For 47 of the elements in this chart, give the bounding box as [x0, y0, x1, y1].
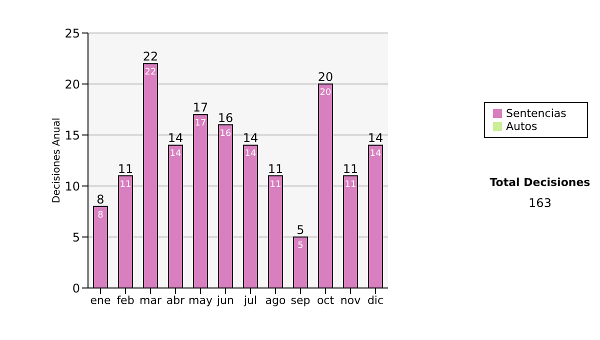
- total-label: 11: [118, 162, 134, 176]
- x-tick-label: may: [188, 294, 213, 307]
- legend-label: Sentencias: [506, 107, 566, 120]
- data-label: 20: [320, 88, 332, 98]
- y-axis-title: Decisiones Anual: [52, 118, 63, 204]
- x-tick-label: ago: [265, 294, 286, 307]
- x-tick-label: jun: [216, 294, 234, 307]
- x-tick-label: nov: [340, 294, 362, 307]
- x-tick-label: mar: [140, 294, 162, 307]
- data-label: 11: [344, 180, 356, 190]
- total-label: 11: [268, 162, 284, 176]
- total-label: 14: [168, 131, 184, 146]
- data-label: 5: [298, 241, 304, 251]
- total-label: 8: [96, 192, 104, 206]
- x-tick-label: abr: [166, 294, 186, 307]
- data-label: 14: [370, 149, 382, 160]
- x-tick-label: feb: [116, 294, 134, 307]
- data-label: 11: [270, 180, 282, 190]
- data-label: 14: [170, 149, 182, 160]
- total-label: 14: [368, 131, 384, 146]
- y-tick-label: 0: [72, 281, 80, 296]
- data-label: 14: [244, 149, 256, 160]
- legend-label: Autos: [506, 120, 538, 133]
- total-label: 20: [318, 70, 334, 84]
- y-tick-label: 10: [64, 179, 80, 194]
- y-tick-label: 25: [64, 26, 80, 40]
- y-tick-label: 5: [72, 230, 80, 244]
- data-label: 8: [98, 210, 104, 220]
- total-label: 16: [218, 110, 234, 125]
- total-label: 17: [192, 100, 208, 115]
- x-tick-label: dic: [367, 294, 384, 307]
- x-tick-label: sep: [290, 294, 310, 307]
- data-label: 17: [194, 118, 206, 129]
- total-label: 14: [242, 131, 258, 146]
- total-label: 22: [142, 50, 158, 64]
- total-label: 11: [342, 162, 358, 176]
- x-tick-label: ene: [90, 294, 111, 307]
- x-tick-label: jul: [242, 294, 258, 307]
- x-tick-label: oct: [316, 294, 335, 307]
- y-tick-label: 15: [64, 128, 80, 142]
- total-label: 5: [296, 223, 304, 237]
- data-label: 22: [144, 68, 156, 78]
- y-tick-label: 20: [64, 77, 80, 92]
- data-label: 11: [120, 180, 132, 190]
- text: 163: [528, 196, 552, 210]
- data-label: 16: [220, 128, 232, 139]
- text: Total Decisiones: [488, 176, 592, 189]
